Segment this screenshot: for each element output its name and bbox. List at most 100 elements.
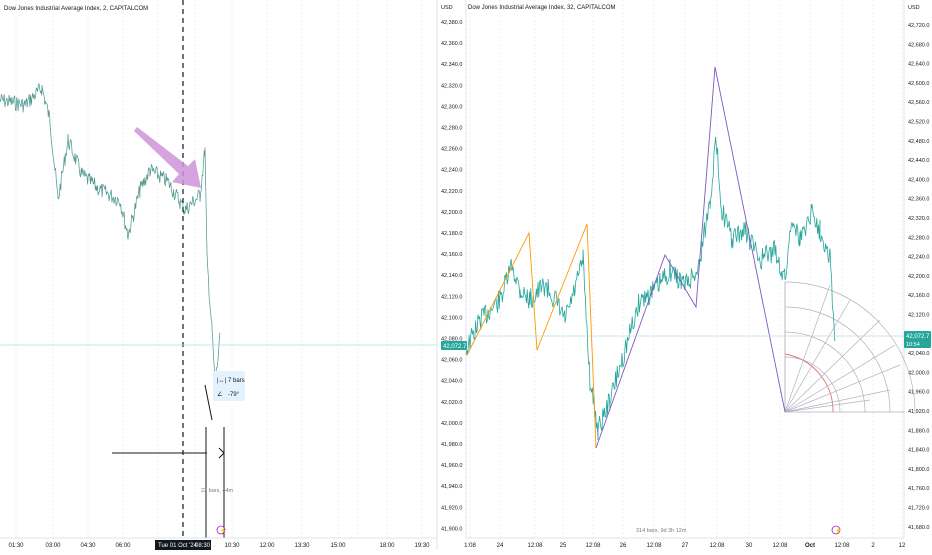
- right-x-tick: 12:08: [772, 543, 788, 549]
- right-x-tick: 12:08: [834, 543, 850, 549]
- right-x-tick: 12:08: [585, 543, 601, 549]
- left-axis-tick: 41,920.0: [441, 505, 462, 511]
- right-x-axis: 1:08 24 12:08 25 12:08 26 12:08 27 12:08 30 12:08 O…: [464, 537, 906, 549]
- right-axis-tick: 41,680.0: [908, 525, 929, 531]
- zigzag-drawings[interactable]: [466, 66, 786, 449]
- measure-box: [213, 371, 245, 401]
- right-grid: [469, 0, 903, 538]
- range-arrow-icon: [218, 447, 225, 459]
- left-axis-tick: 42,160.0: [441, 252, 462, 258]
- left-axis-tick: 42,180.0: [441, 231, 462, 237]
- right-price-tag-sub: 10:54: [906, 342, 920, 348]
- right-axis-tick: 41,960.0: [908, 390, 929, 396]
- right-axis-tick: 42,320.0: [908, 216, 929, 222]
- measure-line2: -79°: [228, 392, 240, 398]
- right-x-tick: 1:08: [464, 543, 476, 549]
- right-x-tick: 24: [497, 543, 504, 549]
- left-axis-tick: 42,220.0: [441, 189, 462, 195]
- right-price-tag: [904, 331, 931, 348]
- left-price-tag: [441, 341, 467, 350]
- right-x-tick: 25: [560, 543, 567, 549]
- left-axis-tick: 41,960.0: [441, 463, 462, 469]
- right-axis-tick: 42,400.0: [908, 177, 929, 183]
- right-axis-tick: 42,440.0: [908, 158, 929, 164]
- left-x-tick: 06:00: [115, 543, 131, 549]
- right-axis-tick: 42,480.0: [908, 139, 929, 145]
- left-grid: [15, 0, 423, 538]
- left-x-axis: 01:30 03:00 04:30 06:00 10:30 12:00 13:30 15:00…: [0, 537, 437, 549]
- right-x-tick: Oct: [805, 543, 815, 549]
- right-x-tick: 12:08: [709, 543, 725, 549]
- right-axis-tick: 41,880.0: [908, 428, 929, 434]
- right-axis-tick: 42,200.0: [908, 274, 929, 280]
- right-axis-tick: 41,840.0: [908, 448, 929, 454]
- right-axis-tick: 42,520.0: [908, 120, 929, 126]
- right-axis-tick: 42,720.0: [908, 23, 929, 29]
- right-axis-tick: 42,360.0: [908, 197, 929, 203]
- right-axis-tick: 42,680.0: [908, 42, 929, 48]
- left-axis-tick: 42,140.0: [441, 273, 462, 279]
- purple-zigzag: [595, 66, 786, 449]
- measure-line1: 7 bars: [228, 378, 245, 384]
- left-x-tick: 03:00: [45, 543, 61, 549]
- left-x-tick: 15:00: [330, 543, 346, 549]
- left-axis-tick: 42,040.0: [441, 379, 462, 385]
- left-x-tick: 19:30: [414, 543, 430, 549]
- left-axis-tick: 41,900.0: [441, 526, 462, 532]
- left-axis-tick: 42,380.0: [441, 20, 462, 26]
- left-axis-tick: 42,060.0: [441, 358, 462, 364]
- right-axis-tick: 42,000.0: [908, 370, 929, 376]
- right-panel-right-axis: 42,720.0 42,680.0 42,640.0 42,600.0 42,560.0…: [465, 0, 929, 538]
- right-axis-tick: 41,720.0: [908, 506, 929, 512]
- right-x-tick: 30: [746, 543, 753, 549]
- right-range-label: 314 bars, 9d 3h 12m: [636, 528, 687, 534]
- left-x-tick: 04:30: [80, 543, 96, 549]
- measure-bars-icon: |↔|: [217, 378, 227, 384]
- right-axis-tick: 42,560.0: [908, 100, 929, 106]
- right-axis-tick: 41,920.0: [908, 409, 929, 415]
- right-x-tick: 12:08: [527, 543, 543, 549]
- right-axis-tick: 42,040.0: [908, 351, 929, 357]
- left-axis-tick: 42,020.0: [441, 400, 462, 406]
- right-axis-tick: 42,120.0: [908, 313, 929, 319]
- left-axis-tick: 42,360.0: [441, 41, 462, 47]
- angle-icon: ∠: [217, 391, 222, 398]
- left-x-tick: 18:00: [379, 543, 395, 549]
- right-axis-tick: 42,600.0: [908, 81, 929, 87]
- left-price-wicks: [0, 83, 221, 386]
- left-axis-tick: 42,280.0: [441, 126, 462, 132]
- left-x-tick: 12:00: [259, 543, 275, 549]
- right-price-line: [465, 136, 836, 441]
- left-x-tick: 01:30: [8, 543, 24, 549]
- right-x-tick: 2: [871, 543, 875, 549]
- left-axis-tick: 42,080.0: [441, 337, 462, 343]
- right-axis-tick: 42,160.0: [908, 293, 929, 299]
- right-x-tick: 12:08: [646, 543, 662, 549]
- left-price-series: [0, 82, 221, 386]
- right-axis-tick: 41,800.0: [908, 467, 929, 473]
- right-axis-tick: 42,240.0: [908, 255, 929, 261]
- right-chart-title: Dow Jones Industrial Average Index, 32, …: [468, 5, 616, 11]
- left-chart-title: Dow Jones Industrial Average Index, 2, C…: [4, 6, 148, 12]
- crosshair-time-label: [155, 540, 211, 550]
- left-x-tick: 10:30: [224, 543, 240, 549]
- right-flash-icon[interactable]: [831, 525, 841, 535]
- left-axis-tick: 42,240.0: [441, 168, 462, 174]
- left-axis-tick: 42,000.0: [441, 421, 462, 427]
- purple-arrow-drawing[interactable]: [134, 127, 201, 188]
- right-currency-right: USD: [908, 5, 920, 11]
- right-x-tick: 12: [899, 543, 906, 549]
- crosshair-time: 08:30: [195, 543, 211, 549]
- left-x-tick: 13:30: [294, 543, 310, 549]
- crosshair-date: Tue 01 Oct '24: [158, 543, 198, 549]
- orange-zigzag: [466, 223, 597, 449]
- left-axis-tick: 42,120.0: [441, 294, 462, 300]
- gann-fan-drawing[interactable]: [784, 281, 916, 413]
- left-price-tag-text: 42,072.7: [443, 344, 467, 350]
- trend-angle-line[interactable]: [204, 384, 213, 421]
- left-flash-icon[interactable]: [216, 525, 226, 535]
- right-x-tick: 26: [620, 543, 627, 549]
- right-currency-left: USD: [441, 5, 453, 11]
- left-axis-tick: 42,200.0: [441, 210, 462, 216]
